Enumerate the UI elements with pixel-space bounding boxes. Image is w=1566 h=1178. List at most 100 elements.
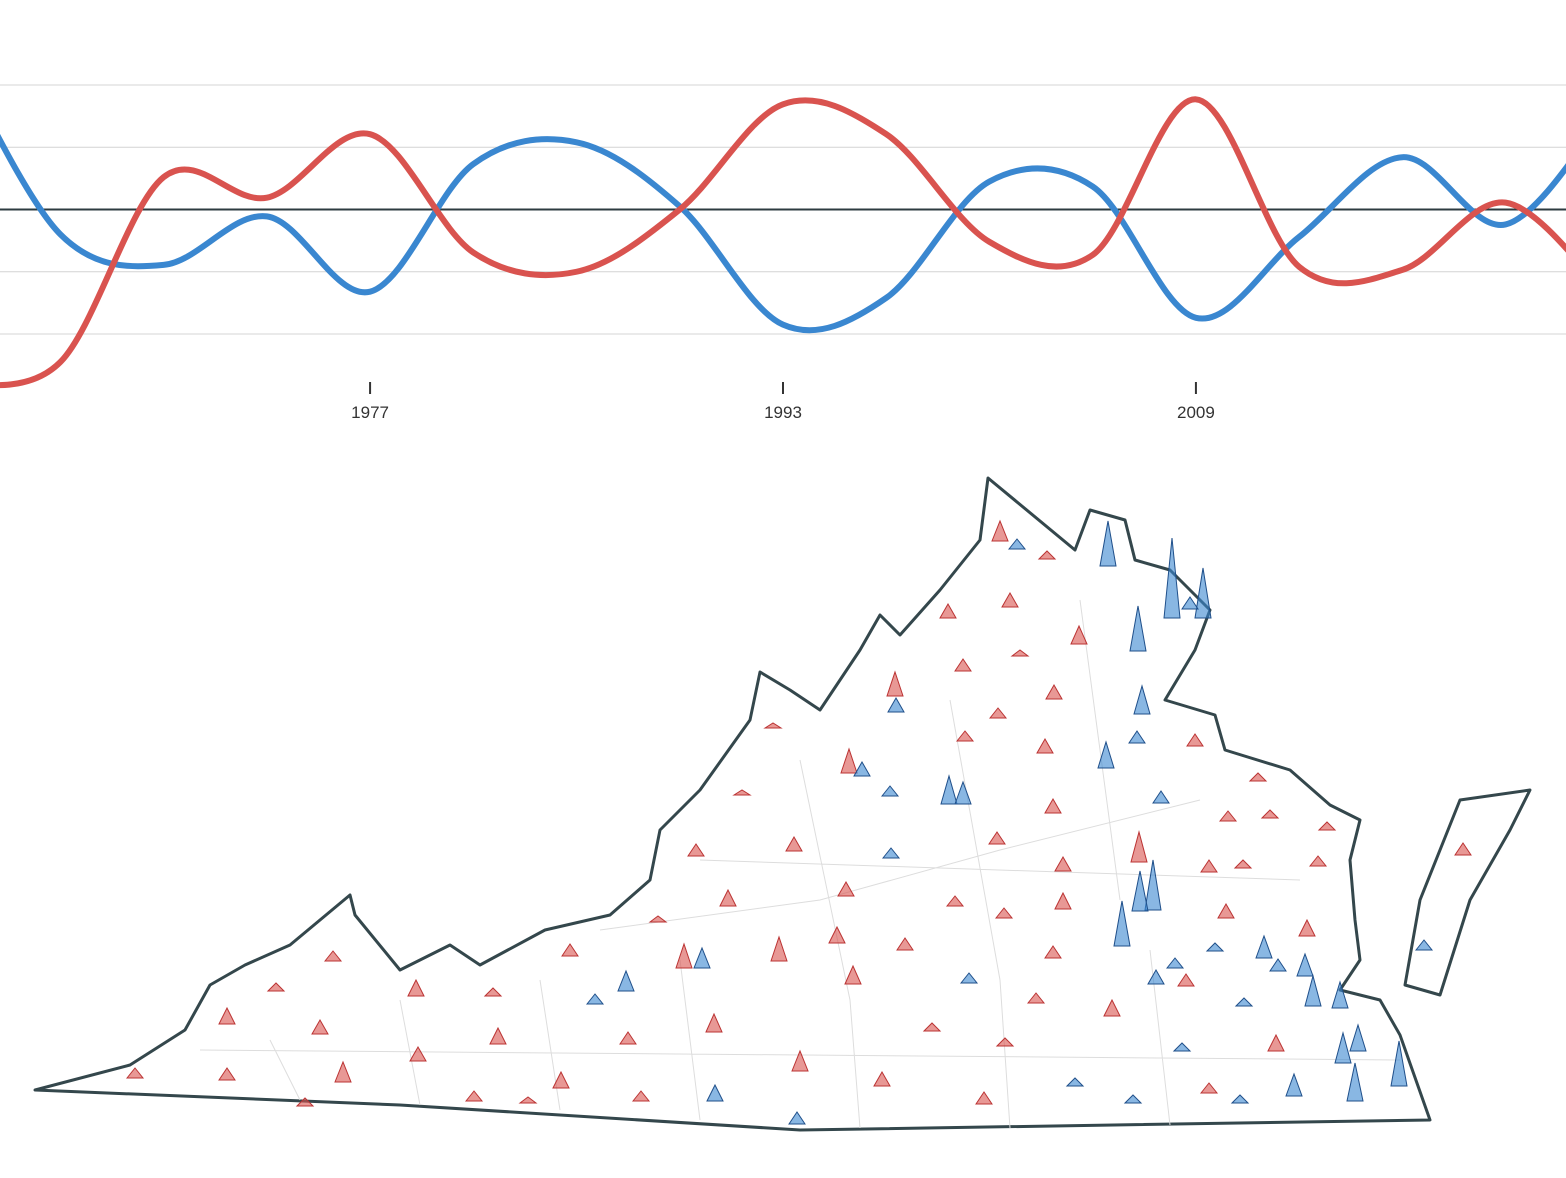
margin-marker: [218, 1067, 236, 1081]
margin-marker: [988, 831, 1006, 845]
margin-marker: [1233, 859, 1253, 869]
margin-marker: [1070, 624, 1088, 645]
margin-marker: [1128, 730, 1146, 744]
margin-marker: [1036, 737, 1054, 754]
margin-marker: [617, 969, 635, 992]
margin-marker: [1065, 1077, 1085, 1087]
margin-marker: [1129, 605, 1147, 652]
margin-marker: [483, 987, 503, 997]
margin-marker: [988, 707, 1008, 719]
margin-marker: [1054, 891, 1072, 910]
margin-marker: [770, 935, 788, 962]
margin-marker: [1181, 596, 1199, 610]
margin-marker: [1218, 810, 1238, 822]
margin-marker: [648, 915, 668, 923]
margin-marker: [975, 1091, 993, 1105]
margin-marker: [763, 722, 783, 729]
margin-marker: [489, 1026, 507, 1045]
margin-marker: [1130, 830, 1148, 863]
margin-marker: [1267, 1033, 1285, 1052]
margin-marker: [991, 519, 1009, 542]
eastern-shore: [1403, 788, 1532, 997]
margin-marker: [788, 1111, 806, 1125]
margin-marker: [1346, 1062, 1364, 1102]
margin-marker: [687, 843, 705, 857]
margin-marker: [1147, 968, 1165, 985]
margin-marker: [1103, 998, 1121, 1017]
margin-marker: [552, 1070, 570, 1089]
margin-marker: [840, 747, 858, 774]
margin-marker: [1144, 859, 1162, 911]
margin-marker: [994, 907, 1014, 919]
margin-marker: [1131, 870, 1149, 912]
margin-marker: [1296, 952, 1314, 977]
margin-marker: [954, 658, 972, 672]
margin-marker: [1194, 567, 1212, 619]
x-tick-label: 1977: [351, 403, 389, 422]
margin-marker: [1099, 520, 1117, 567]
virginia-map: [33, 476, 1532, 1132]
margin-marker: [837, 880, 855, 897]
margin-marker: [873, 1070, 891, 1087]
margin-marker: [1045, 683, 1063, 700]
margin-marker: [940, 774, 958, 805]
margin-marker: [1163, 537, 1181, 619]
margin-marker: [1390, 1040, 1408, 1087]
margin-marker: [1001, 591, 1019, 608]
margin-marker: [880, 785, 900, 797]
margin-marker: [853, 760, 871, 777]
margin-marker: [1248, 772, 1268, 782]
margin-marker: [959, 972, 979, 984]
margin-marker: [1037, 550, 1057, 560]
margin-marker: [1260, 809, 1280, 819]
margin-marker: [1054, 855, 1072, 872]
margin-marker: [1097, 740, 1115, 769]
margin-marker: [561, 943, 579, 957]
margin-marker: [334, 1060, 352, 1083]
margin-marker: [705, 1012, 723, 1033]
margin-marker: [1172, 1042, 1192, 1052]
margin-marker: [828, 925, 846, 944]
series-line: [0, 96, 1566, 389]
margin-marker: [218, 1006, 236, 1025]
margin-marker: [995, 1037, 1015, 1047]
margin-marker: [409, 1045, 427, 1062]
margin-marker: [945, 895, 965, 907]
margin-marker: [1199, 1082, 1219, 1094]
margin-marker: [125, 1067, 145, 1079]
margin-marker: [785, 835, 803, 852]
margin-marker: [266, 982, 286, 992]
margin-marker: [1414, 939, 1434, 951]
margin-marker: [791, 1049, 809, 1072]
margin-marker: [732, 789, 752, 796]
margin-marker: [1217, 902, 1235, 919]
margin-marker: [1200, 859, 1218, 873]
x-tick-label: 2009: [1177, 403, 1215, 422]
margin-marker: [1349, 1023, 1367, 1052]
margin-marker: [1177, 973, 1195, 987]
margin-marker: [881, 847, 901, 859]
margin-marker: [295, 1097, 315, 1107]
margin-marker: [886, 670, 904, 697]
margin-marker: [631, 1090, 651, 1102]
margin-marker: [896, 937, 914, 951]
margin-marker: [1007, 538, 1027, 550]
margin-marker: [1113, 900, 1131, 947]
margin-marker: [619, 1031, 637, 1045]
series-line: [0, 133, 1566, 334]
margin-marker: [887, 696, 905, 713]
margin-marker: [1044, 797, 1062, 814]
margin-marker: [1304, 974, 1322, 1007]
margin-marker: [955, 730, 975, 742]
margin-marker: [1317, 821, 1337, 831]
margin-marker: [407, 978, 425, 997]
margin-marker: [464, 1090, 484, 1102]
margin-marker: [1165, 957, 1185, 969]
margin-marker: [1044, 945, 1062, 959]
margin-marker: [675, 942, 693, 969]
margin-marker: [1133, 684, 1151, 715]
margin-marker: [922, 1022, 942, 1032]
margin-marker: [518, 1096, 538, 1104]
margin-marker: [1230, 1094, 1250, 1104]
